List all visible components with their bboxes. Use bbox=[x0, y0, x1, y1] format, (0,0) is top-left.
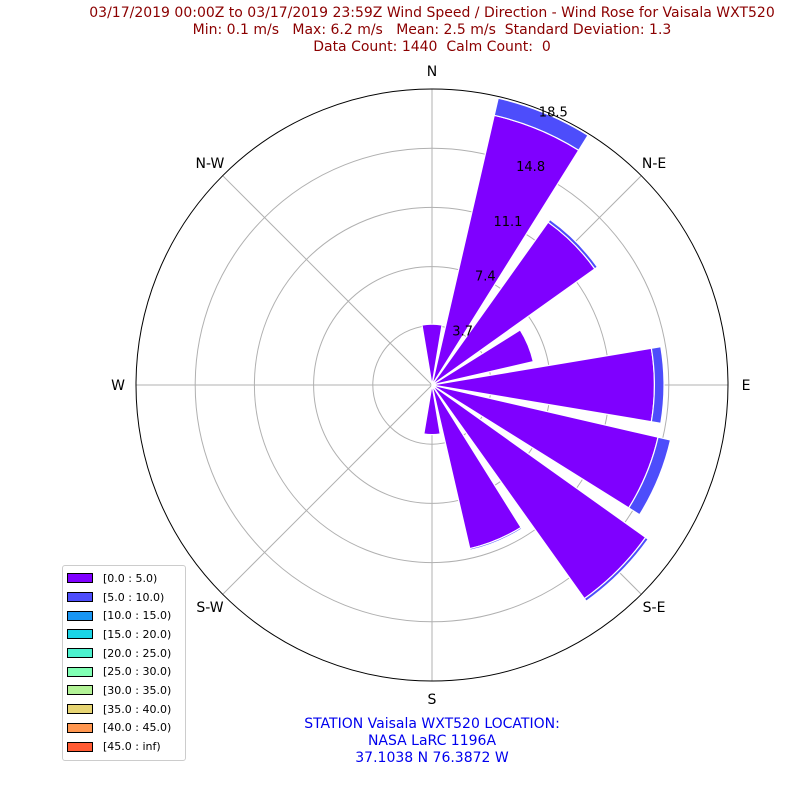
rose-wedge bbox=[547, 218, 599, 270]
legend-label: [25.0 : 30.0) bbox=[103, 665, 172, 679]
grid-spoke bbox=[222, 175, 433, 386]
chart-title-line-3: Data Count: 1440 Calm Count: 0 bbox=[313, 39, 551, 55]
rose-wedge bbox=[423, 384, 441, 436]
direction-label: S-E bbox=[643, 600, 666, 616]
legend-swatch bbox=[67, 666, 93, 677]
direction-label: E bbox=[742, 378, 751, 394]
legend-label: [10.0 : 15.0) bbox=[103, 609, 172, 623]
direction-label: N-W bbox=[196, 156, 225, 172]
rose-wedge bbox=[421, 323, 443, 386]
station-line-1: STATION Vaisala WXT520 LOCATION: bbox=[304, 716, 560, 732]
legend-label: [0.0 : 5.0) bbox=[103, 571, 158, 585]
rose-wedge bbox=[493, 97, 589, 152]
legend-item: [45.0 : inf) bbox=[67, 737, 181, 756]
legend-item: [35.0 : 40.0) bbox=[67, 700, 181, 719]
legend: [0.0 : 5.0) [5.0 : 10.0) [10.0 : 15.0) [15.… bbox=[62, 565, 186, 761]
grid-spoke bbox=[222, 384, 433, 595]
rose-wedge bbox=[627, 436, 672, 516]
rose-wedge bbox=[650, 346, 665, 424]
legend-label: [35.0 : 40.0) bbox=[103, 702, 172, 716]
legend-label: [45.0 : inf) bbox=[103, 740, 161, 754]
direction-label: S-W bbox=[196, 600, 223, 616]
radial-tick-label: 14.8 bbox=[516, 160, 545, 175]
legend-swatch bbox=[67, 573, 93, 584]
chart-title: 03/17/2019 00:00Z to 03/17/2019 23:59Z W… bbox=[0, 5, 800, 56]
radial-tick-label: 11.1 bbox=[493, 215, 522, 230]
legend-swatch bbox=[67, 648, 93, 659]
radial-tick-label: 3.7 bbox=[452, 324, 473, 339]
legend-item: [25.0 : 30.0) bbox=[67, 662, 181, 681]
legend-swatch bbox=[67, 722, 93, 733]
legend-item: [20.0 : 25.0) bbox=[67, 644, 181, 663]
rose-wedge bbox=[583, 536, 650, 603]
grid-circle bbox=[194, 147, 670, 623]
direction-label: S bbox=[428, 692, 437, 708]
legend-swatch bbox=[67, 629, 93, 640]
legend-item: [5.0 : 10.0) bbox=[67, 588, 181, 607]
station-line-3: 37.1038 N 76.3872 W bbox=[355, 750, 509, 766]
direction-label: N-E bbox=[642, 156, 666, 172]
legend-item: [10.0 : 15.0) bbox=[67, 606, 181, 625]
legend-item: [0.0 : 5.0) bbox=[67, 569, 181, 588]
legend-item: [40.0 : 45.0) bbox=[67, 719, 181, 738]
legend-label: [5.0 : 10.0) bbox=[103, 590, 165, 604]
legend-item: [15.0 : 20.0) bbox=[67, 625, 181, 644]
rose-wedge bbox=[431, 329, 535, 386]
chart-title-line-1: 03/17/2019 00:00Z to 03/17/2019 23:59Z W… bbox=[89, 5, 775, 21]
legend-swatch bbox=[67, 610, 93, 621]
legend-swatch bbox=[67, 685, 93, 696]
rose-wedge bbox=[469, 526, 523, 551]
legend-swatch bbox=[67, 592, 93, 603]
direction-label: N bbox=[427, 64, 437, 80]
legend-item: [30.0 : 35.0) bbox=[67, 681, 181, 700]
station-info: STATION Vaisala WXT520 LOCATION: NASA La… bbox=[232, 716, 632, 767]
legend-label: [40.0 : 45.0) bbox=[103, 721, 172, 735]
legend-label: [20.0 : 25.0) bbox=[103, 646, 172, 660]
legend-swatch bbox=[67, 741, 93, 752]
station-line-2: NASA LaRC 1196A bbox=[367, 733, 497, 749]
chart-title-line-2: Min: 0.1 m/s Max: 6.2 m/s Mean: 2.5 m/s … bbox=[192, 22, 672, 38]
legend-label: [15.0 : 20.0) bbox=[103, 627, 172, 641]
radial-tick-label: 7.4 bbox=[475, 270, 496, 285]
direction-label: W bbox=[111, 378, 125, 394]
radial-tick-label: 18.5 bbox=[539, 106, 568, 121]
legend-swatch bbox=[67, 704, 93, 715]
legend-label: [30.0 : 35.0) bbox=[103, 683, 172, 697]
outer-circle bbox=[135, 88, 729, 682]
